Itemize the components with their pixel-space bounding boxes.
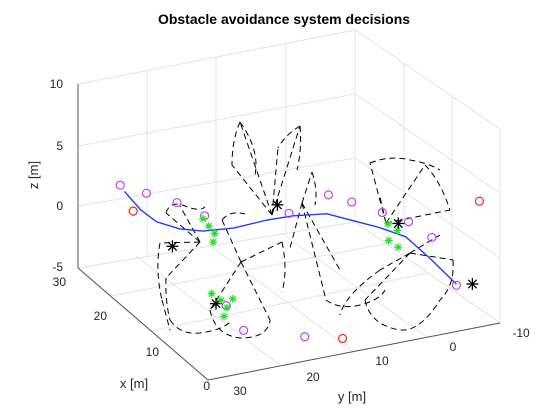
y-axis-label: y [m] — [338, 389, 366, 404]
detection-marker-1 — [204, 222, 213, 231]
detection-marker-5 — [217, 296, 226, 305]
z-tick-5: 5 — [56, 139, 63, 153]
x-tick-20: 20 — [94, 309, 108, 323]
z-tick-0: 0 — [56, 199, 63, 213]
waypoint-marker-9 — [347, 197, 357, 207]
flight-path-line — [123, 190, 457, 285]
decision-node-4 — [466, 277, 479, 290]
detection-marker-0 — [199, 214, 208, 223]
detection-marker-4 — [207, 289, 216, 298]
waypoint-marker-6 — [300, 332, 310, 342]
decision-node-1 — [271, 198, 284, 211]
detection-marker-12 — [394, 243, 403, 252]
chart-title: Obstacle avoidance system decisions — [158, 11, 410, 27]
waypoint-marker-11 — [403, 217, 414, 227]
obstacle-marker-2 — [474, 196, 485, 206]
axes — [77, 84, 501, 381]
y-tick-0: 0 — [450, 340, 457, 354]
waypoint-marker-1 — [141, 188, 152, 198]
waypoint-marker-0 — [115, 180, 125, 190]
waypoint-marker-13 — [451, 280, 462, 290]
obstacle-marker-0 — [128, 206, 138, 216]
detection-marker-9 — [384, 219, 393, 228]
y-tick-30: 30 — [233, 384, 247, 398]
detection-marker-11 — [384, 236, 393, 245]
detection-marker-6 — [222, 303, 231, 312]
x-axis-label: x [m] — [120, 376, 148, 391]
x-tick-0: 0 — [203, 379, 210, 393]
sensor-cones — [157, 121, 454, 339]
decision-node-2 — [392, 217, 405, 230]
x-tick-labels: 30 20 10 0 — [53, 275, 211, 393]
waypoint-marker-2 — [172, 197, 182, 208]
z-tick-10: 10 — [50, 77, 64, 91]
detection-marker-10 — [393, 226, 402, 235]
decision-nodes — [166, 198, 479, 310]
y-tick-20: 20 — [306, 370, 320, 384]
waypoints — [115, 180, 462, 342]
detection-marker-2 — [210, 229, 219, 238]
y-tick-labels: 30 20 10 0 -10 — [233, 326, 530, 398]
z-axis-label: z [m] — [26, 161, 41, 189]
obstacle-marker-1 — [338, 333, 348, 344]
detection-marker-7 — [228, 294, 237, 303]
x-tick-30: 30 — [53, 275, 67, 289]
grid-walls — [76, 29, 502, 381]
x-tick-10: 10 — [146, 345, 160, 359]
detection-marker-8 — [219, 312, 228, 321]
detections — [199, 214, 403, 321]
z-tick--5: -5 — [52, 260, 63, 274]
waypoint-marker-10 — [377, 207, 387, 218]
waypoint-marker-5 — [239, 325, 249, 335]
y-tick--10: -10 — [512, 326, 530, 340]
flight-path — [123, 190, 457, 285]
z-tick-labels: 10 5 0 -5 — [50, 77, 64, 274]
y-tick-10: 10 — [375, 354, 389, 368]
decision-node-0 — [166, 240, 179, 253]
waypoint-marker-7 — [284, 208, 294, 218]
waypoint-marker-12 — [427, 232, 437, 243]
waypoint-marker-8 — [323, 190, 334, 200]
detection-marker-3 — [209, 238, 218, 247]
waypoint-marker-4 — [221, 301, 231, 311]
obstacles — [128, 196, 485, 344]
